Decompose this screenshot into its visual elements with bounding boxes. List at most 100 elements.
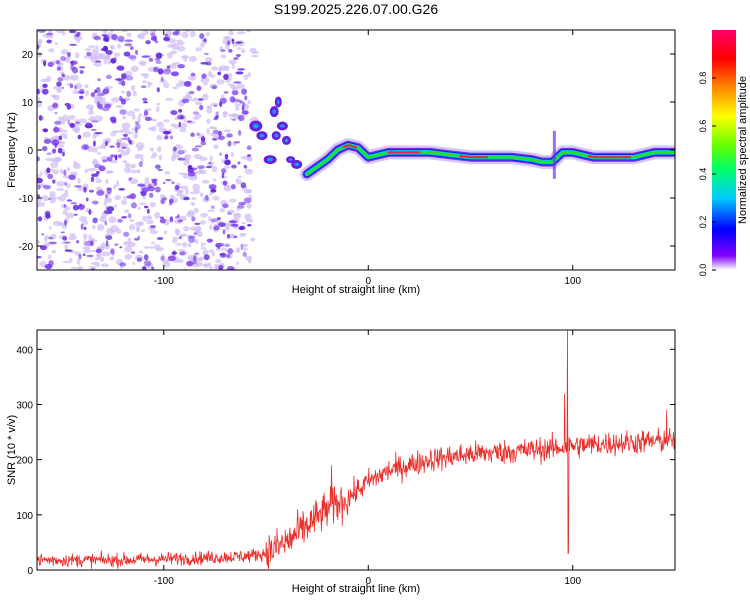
noise-blob-light xyxy=(50,161,59,169)
noise-blob xyxy=(192,111,200,115)
noise-blob-light xyxy=(175,144,180,147)
noise-blob xyxy=(105,74,112,80)
noise-blob xyxy=(67,119,71,126)
noise-blob xyxy=(129,193,137,200)
noise-blob xyxy=(114,243,119,246)
noise-blob-light xyxy=(213,178,217,182)
noise-blob-light xyxy=(66,59,71,63)
noise-blob-light xyxy=(231,63,235,70)
noise-blob xyxy=(208,184,217,190)
noise-blob-light xyxy=(206,128,210,135)
noise-blob xyxy=(217,130,222,136)
noise-blob xyxy=(239,225,246,231)
noise-blob-light xyxy=(122,242,132,246)
noise-blob xyxy=(157,168,164,172)
noise-blob xyxy=(227,212,232,216)
noise-blob-light xyxy=(191,98,198,102)
noise-blob xyxy=(105,50,113,55)
noise-blob-light xyxy=(124,166,132,174)
noise-blob xyxy=(237,161,241,165)
noise-blob-light xyxy=(195,47,203,52)
noise-blob xyxy=(96,93,105,97)
noise-blob xyxy=(138,161,143,168)
noise-blob-light xyxy=(77,178,81,184)
noise-blob-light xyxy=(105,228,114,234)
noise-blob xyxy=(237,129,242,136)
noise-blob xyxy=(224,159,231,166)
noise-blob-light xyxy=(203,263,211,267)
noise-blob-light xyxy=(144,177,150,183)
noise-blob-light xyxy=(84,84,89,89)
noise-blob xyxy=(206,238,213,243)
noise-blob-light xyxy=(183,159,190,166)
noise-blob xyxy=(85,197,89,202)
noise-blob-light xyxy=(236,31,246,35)
noise-blob xyxy=(51,148,57,154)
noise-blob xyxy=(164,33,169,37)
noise-blob-light xyxy=(164,170,171,175)
noise-blob xyxy=(231,164,237,169)
noise-blob xyxy=(93,140,96,147)
noise-blob xyxy=(137,183,146,187)
noise-blob xyxy=(95,170,100,175)
noise-blob xyxy=(79,95,84,100)
noise-blob-light xyxy=(247,100,251,105)
noise-blob-light xyxy=(232,43,239,47)
noise-blob-light xyxy=(37,240,40,244)
noise-blob xyxy=(152,35,158,42)
noise-blob xyxy=(123,51,131,57)
noise-blob xyxy=(119,262,127,267)
noise-blob xyxy=(140,85,147,89)
noise-blob xyxy=(163,37,170,41)
noise-blob-light xyxy=(85,48,92,52)
noise-blob-light xyxy=(122,195,128,200)
snr-xtick-label: 100 xyxy=(564,576,581,587)
snr-xtick-label: 0 xyxy=(365,576,371,587)
noise-blob-light xyxy=(101,251,111,257)
noise-blob-light xyxy=(201,179,210,184)
colorbar: 0.0 0.2 0.4 0.6 0.8 Normalized spectral ampl… xyxy=(698,30,749,276)
noise-blob-light xyxy=(138,250,144,254)
noise-blob-light xyxy=(147,127,155,131)
noise-blob xyxy=(48,260,54,267)
noise-blob xyxy=(172,146,177,152)
noise-blob-light xyxy=(93,95,102,100)
noise-blob xyxy=(246,145,252,151)
noise-blob-light xyxy=(52,169,59,175)
noise-blob-light xyxy=(137,116,141,123)
noise-blob xyxy=(148,58,154,62)
noise-blob xyxy=(116,141,121,149)
noise-blob xyxy=(61,86,65,90)
noise-blob xyxy=(124,39,133,43)
noise-blob xyxy=(61,73,65,78)
noise-blob-light xyxy=(126,32,132,37)
noise-blob-light xyxy=(246,203,252,209)
noise-blob-light xyxy=(47,30,53,34)
noise-blob xyxy=(41,233,45,236)
noise-blob xyxy=(231,38,234,42)
colorbar-ticks: 0.0 0.2 0.4 0.6 0.8 xyxy=(698,72,716,276)
noise-blob-light xyxy=(223,129,232,133)
noise-blob xyxy=(233,99,242,102)
noise-blob xyxy=(91,200,99,205)
colorbar-label: Normalized spectral amplitude xyxy=(737,76,749,224)
noise-blob-light xyxy=(52,94,60,101)
noise-blob-light xyxy=(75,123,82,126)
noise-blob xyxy=(79,69,84,75)
noise-blob xyxy=(54,120,62,125)
noise-blob-light xyxy=(140,73,147,76)
noise-blob xyxy=(37,177,43,184)
noise-blob xyxy=(166,65,171,69)
noise-blob xyxy=(37,216,43,222)
noise-blob-light xyxy=(68,235,78,241)
noise-blob xyxy=(177,150,185,155)
noise-blob xyxy=(193,232,197,235)
noise-blob xyxy=(117,35,125,42)
noise-blob-light xyxy=(56,88,63,93)
noise-blob-light xyxy=(93,53,102,60)
noise-blob xyxy=(92,217,98,224)
noise-blob xyxy=(122,133,128,137)
noise-blob-light xyxy=(150,241,156,245)
noise-blob xyxy=(82,253,86,257)
noise-blob xyxy=(94,89,97,94)
